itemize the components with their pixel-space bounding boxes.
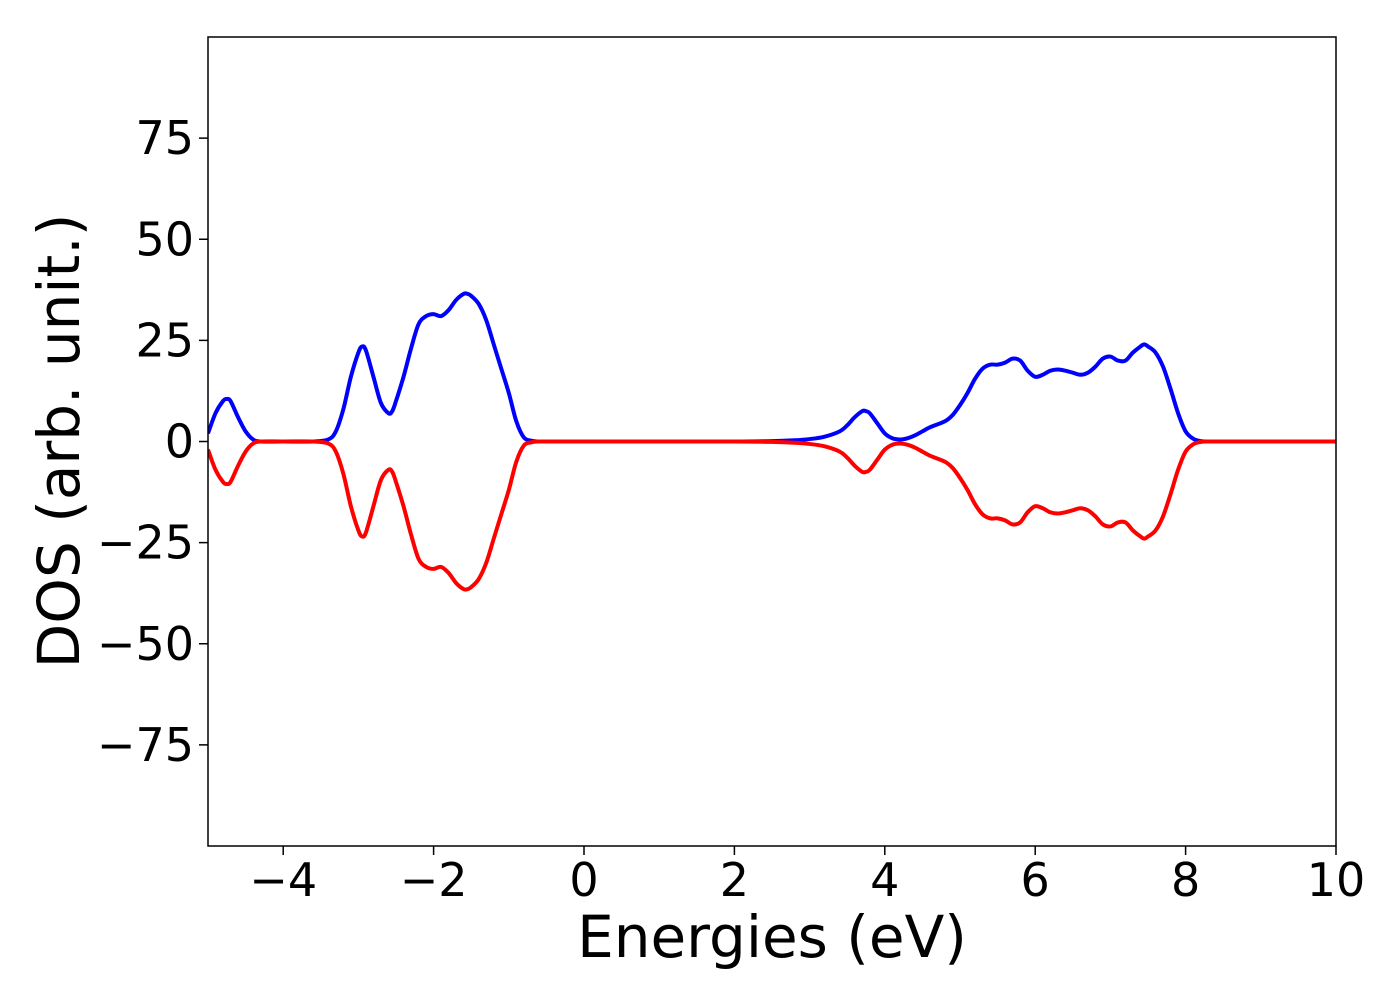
x-tick-label: 2 xyxy=(720,853,749,907)
y-tick-label: −75 xyxy=(97,718,194,772)
y-axis: −75 −50 −25 0 25 50 75 xyxy=(97,111,208,772)
x-tick-label: −2 xyxy=(400,853,468,907)
series-line-red xyxy=(208,439,1336,592)
x-axis: −4 −2 0 2 4 6 8 10 xyxy=(249,846,1365,907)
x-tick-label: 8 xyxy=(1171,853,1200,907)
y-tick-label: 75 xyxy=(135,111,194,165)
y-tick-label: 50 xyxy=(135,212,194,266)
x-tick-label: 4 xyxy=(870,853,899,907)
y-tick-label: 0 xyxy=(165,415,194,469)
y-tick-label: −25 xyxy=(97,516,194,570)
y-tick-label: 25 xyxy=(135,313,194,367)
x-tick-label: 0 xyxy=(569,853,598,907)
y-tick-label: −50 xyxy=(97,617,194,671)
x-tick-label: −4 xyxy=(249,853,317,907)
y-axis-label: DOS (arb. unit.) xyxy=(25,214,93,669)
series-layer xyxy=(208,291,1336,592)
x-tick-label: 10 xyxy=(1307,853,1366,907)
series-line-blue xyxy=(208,291,1336,444)
x-tick-label: 6 xyxy=(1021,853,1050,907)
x-axis-label: Energies (eV) xyxy=(577,903,967,971)
